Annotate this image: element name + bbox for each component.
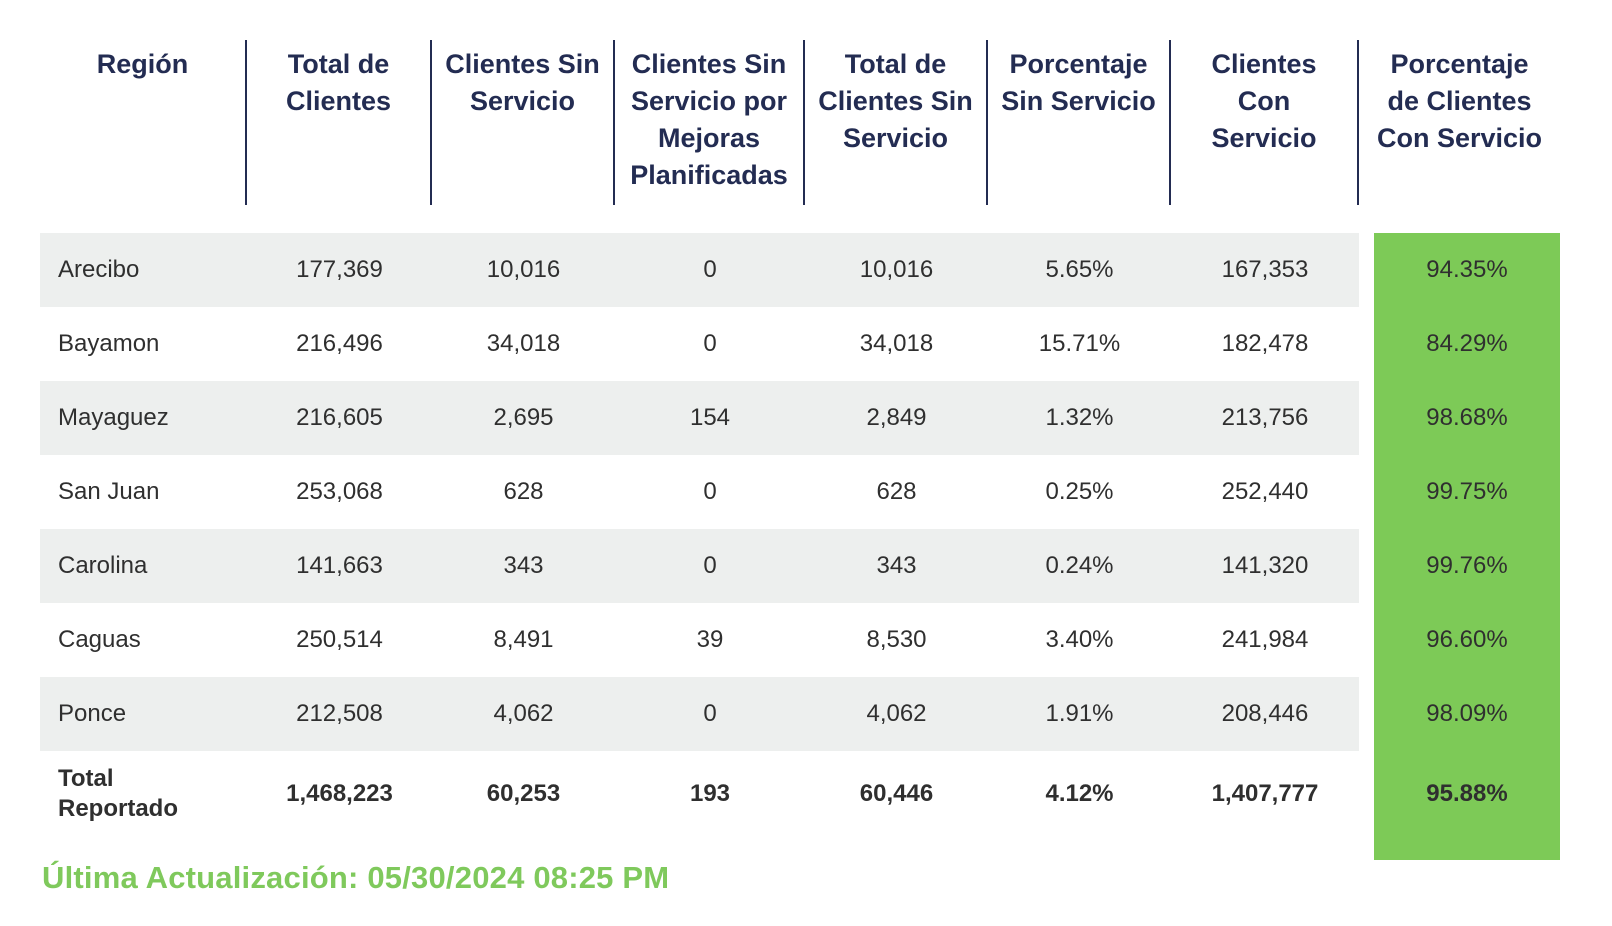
column-header-porcentaje-sin-servicio: Porcentaje Sin Servicio	[988, 40, 1171, 205]
column-header-clientes-sin-servicio: Clientes Sin Servicio	[432, 40, 615, 205]
cell-region: Arecibo	[40, 233, 247, 307]
cell-mejoras-planificadas: 39	[696, 626, 724, 653]
cell-mejoras-planificadas: 193	[689, 779, 731, 807]
cell-total-sin-servicio: 4,062	[805, 677, 988, 751]
cell-total-sin-servicio: 60,446	[859, 779, 934, 807]
table-body: Arecibo 177,369 10,016 0 10,016 5.65% 16…	[40, 233, 1560, 860]
cell-clientes-sin-servicio: 10,016	[432, 233, 615, 307]
cell-porcentaje-sin-servicio: 4.12%	[1045, 779, 1114, 807]
cell-total-clientes: 216,496	[296, 330, 383, 357]
cell-porcentaje-con-servicio: 96.60%	[1359, 603, 1560, 677]
table-row-total-reportado: Total Reportado 1,468,223 60,253 193 60,…	[40, 751, 1560, 836]
cell-mejoras-planificadas: 0	[615, 529, 805, 603]
cell-clientes-sin-servicio: 628	[503, 478, 544, 505]
cell-total-sin-servicio: 34,018	[859, 330, 934, 357]
column-header-total-sin-servicio: Total de Clientes Sin Servicio	[805, 40, 988, 205]
cell-porcentaje-con-servicio: 99.75%	[1359, 455, 1560, 529]
cell-porcentaje-con-servicio: 98.09%	[1359, 677, 1560, 751]
spacer-cell	[247, 836, 432, 860]
cell-total-clientes: 1,468,223	[286, 779, 393, 807]
spacer-cell	[432, 836, 615, 860]
cell-clientes-con-servicio: 241,984	[1221, 626, 1309, 653]
cell-porcentaje-con-servicio: 98.68%	[1359, 381, 1560, 455]
column-header-porcentaje-con-servicio: Porcentaje de Clientes Con Servicio	[1376, 49, 1543, 153]
cell-mejoras-planificadas: 0	[703, 478, 717, 505]
spacer-cell	[805, 836, 988, 860]
cell-total-sin-servicio: 8,530	[866, 626, 927, 653]
cell-porcentaje-sin-servicio: 1.91%	[988, 677, 1171, 751]
cell-region: Mayaguez	[40, 381, 247, 455]
cell-total-clientes: 216,605	[247, 381, 432, 455]
cell-total-sin-servicio: 628	[876, 478, 917, 505]
cell-total-sin-servicio: 10,016	[805, 233, 988, 307]
spacer-cell	[615, 836, 805, 860]
green-column-bottom-extension	[40, 836, 1560, 860]
outage-table: Región Total de Clientes Clientes Sin Se…	[40, 40, 1560, 860]
table-row-arecibo: Arecibo 177,369 10,016 0 10,016 5.65% 16…	[40, 233, 1560, 307]
table-row-carolina: Carolina 141,663 343 0 343 0.24% 141,320…	[40, 529, 1560, 603]
cell-region: Caguas	[58, 626, 141, 653]
spacer-cell-green	[1359, 836, 1560, 860]
column-header-region: Región	[40, 40, 247, 205]
table-row-ponce: Ponce 212,508 4,062 0 4,062 1.91% 208,44…	[40, 677, 1560, 751]
spacer-cell	[1171, 836, 1359, 860]
cell-region: San Juan	[58, 478, 160, 505]
cell-region: Carolina	[40, 529, 247, 603]
cell-clientes-con-servicio: 252,440	[1221, 478, 1309, 505]
cell-total-sin-servicio: 343	[805, 529, 988, 603]
cell-porcentaje-sin-servicio: 3.40%	[1045, 626, 1114, 653]
column-header-mejoras-planificadas: Clientes Sin Servicio por Mejoras Planif…	[615, 40, 805, 205]
cell-clientes-con-servicio: 1,407,777	[1211, 779, 1319, 807]
cell-porcentaje-sin-servicio: 5.65%	[988, 233, 1171, 307]
cell-region: Total Reportado	[58, 764, 178, 822]
cell-region: Ponce	[40, 677, 247, 751]
cell-clientes-sin-servicio: 34,018	[486, 330, 561, 357]
table-header-row: Región Total de Clientes Clientes Sin Se…	[40, 40, 1560, 205]
table-row-mayaguez: Mayaguez 216,605 2,695 154 2,849 1.32% 2…	[40, 381, 1560, 455]
cell-porcentaje-sin-servicio: 15.71%	[1038, 330, 1121, 357]
cell-clientes-sin-servicio: 2,695	[432, 381, 615, 455]
cell-total-sin-servicio: 2,849	[805, 381, 988, 455]
last-update-timestamp: Última Actualización: 05/30/2024 08:25 P…	[42, 860, 670, 895]
column-header-total-clientes: Total de Clientes	[247, 40, 432, 205]
cell-clientes-sin-servicio: 4,062	[432, 677, 615, 751]
cell-porcentaje-con-servicio: 84.29%	[1359, 307, 1560, 381]
cell-porcentaje-sin-servicio: 1.32%	[988, 381, 1171, 455]
cell-mejoras-planificadas: 154	[615, 381, 805, 455]
cell-clientes-con-servicio: 213,756	[1171, 381, 1359, 455]
spacer-cell	[988, 836, 1171, 860]
cell-clientes-con-servicio: 141,320	[1171, 529, 1359, 603]
cell-mejoras-planificadas: 0	[703, 330, 717, 357]
cell-total-clientes: 177,369	[247, 233, 432, 307]
table-row-caguas: Caguas 250,514 8,491 39 8,530 3.40% 241,…	[40, 603, 1560, 677]
cell-total-clientes: 253,068	[296, 478, 383, 505]
cell-porcentaje-sin-servicio: 0.25%	[1045, 478, 1114, 505]
cell-total-clientes: 250,514	[296, 626, 383, 653]
spacer-cell	[40, 836, 247, 860]
column-header-clientes-con-servicio: Clientes Con Servicio	[1171, 40, 1359, 205]
cell-mejoras-planificadas: 0	[615, 677, 805, 751]
cell-total-clientes: 141,663	[247, 529, 432, 603]
cell-clientes-con-servicio: 167,353	[1171, 233, 1359, 307]
cell-porcentaje-con-servicio: 94.35%	[1359, 233, 1560, 307]
cell-porcentaje-sin-servicio: 0.24%	[988, 529, 1171, 603]
cell-porcentaje-con-servicio: 99.76%	[1359, 529, 1560, 603]
cell-porcentaje-con-servicio: 95.88%	[1359, 751, 1560, 836]
cell-clientes-sin-servicio: 343	[432, 529, 615, 603]
table-row-san-juan: San Juan 253,068 628 0 628 0.25% 252,440…	[40, 455, 1560, 529]
cell-clientes-con-servicio: 208,446	[1171, 677, 1359, 751]
cell-mejoras-planificadas: 0	[615, 233, 805, 307]
cell-clientes-sin-servicio: 60,253	[486, 779, 561, 807]
table-row-bayamon: Bayamon 216,496 34,018 0 34,018 15.71% 1…	[40, 307, 1560, 381]
cell-clientes-con-servicio: 182,478	[1221, 330, 1309, 357]
cell-clientes-sin-servicio: 8,491	[493, 626, 554, 653]
cell-total-clientes: 212,508	[247, 677, 432, 751]
cell-region: Bayamon	[58, 330, 160, 357]
